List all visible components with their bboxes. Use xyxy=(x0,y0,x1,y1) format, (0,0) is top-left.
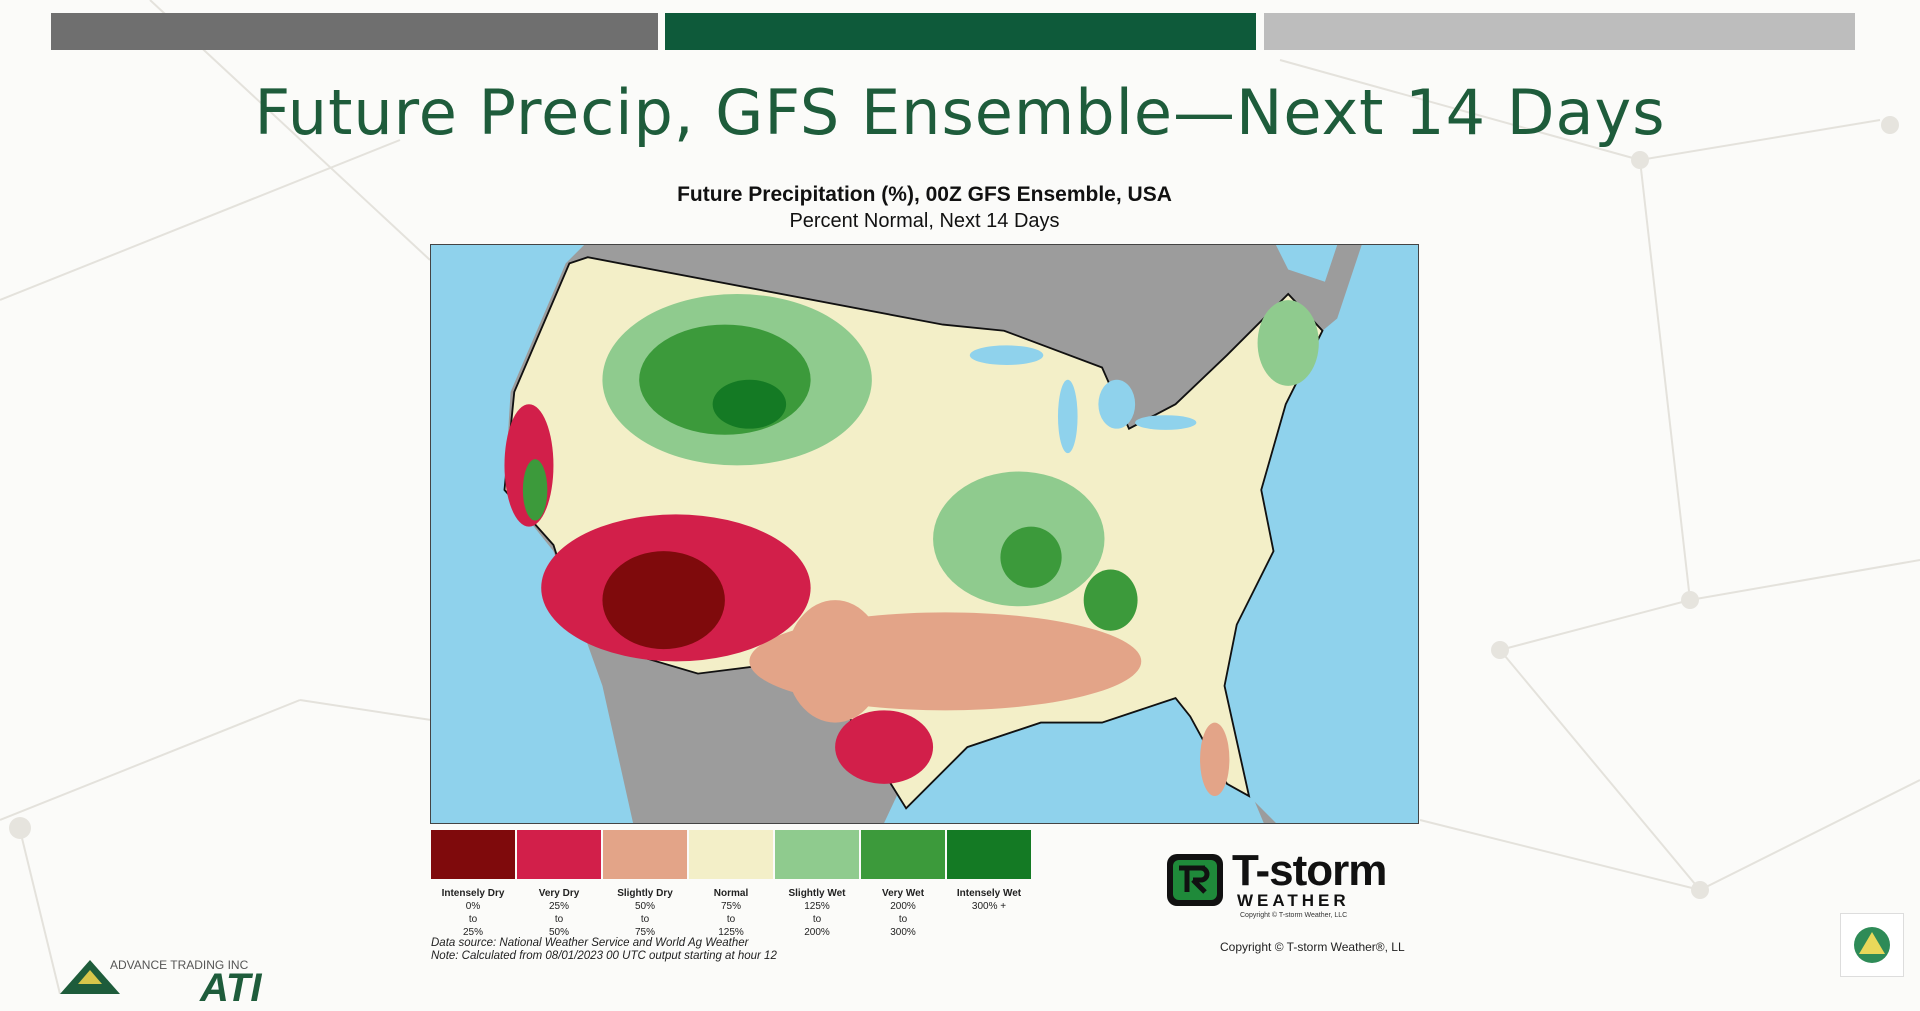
note: Data source: National Weather Service an… xyxy=(431,937,749,949)
legend-swatch xyxy=(861,830,945,879)
precip-map xyxy=(430,244,1419,824)
legend-range: to xyxy=(812,914,822,925)
legend-range: 200% xyxy=(890,901,916,912)
legend-range: 25% xyxy=(548,901,569,912)
legend-label: Normal xyxy=(713,888,749,899)
legend-text: Slightly Dry 50% to 75% xyxy=(603,887,687,939)
legend-label: Slightly Dry xyxy=(617,888,673,899)
legend-range: 125% xyxy=(718,927,744,938)
legend-swatch xyxy=(603,830,687,879)
logo-brand: T-storm xyxy=(1232,846,1387,895)
legend-text: Very Dry 25% to 50% xyxy=(517,887,601,939)
legend-label: Intensely Dry xyxy=(441,888,505,899)
legend-range: to xyxy=(640,914,650,925)
logo-fine: Copyright © T-storm Weather, LLC xyxy=(1240,912,1348,919)
header-bar xyxy=(1264,13,1855,50)
legend-range: 125% xyxy=(804,901,830,912)
map-subtitle: Percent Normal, Next 14 Days xyxy=(789,210,1060,232)
legend-swatch xyxy=(947,830,1031,879)
legend-range: 300% + xyxy=(971,901,1007,912)
gulf-of-mexico xyxy=(884,698,1264,823)
legend-text: Slightly Wet 125% to 200% xyxy=(775,887,859,939)
precip-areas xyxy=(504,293,1319,797)
legend-swatch xyxy=(431,830,515,879)
legend-range: 300% xyxy=(890,927,916,938)
legend-range: to xyxy=(726,914,736,925)
legend-range: 0% xyxy=(465,901,481,912)
legend-text: Intensely Wet 300% + xyxy=(947,887,1031,913)
legend-range: 75% xyxy=(634,927,655,938)
legend-label: Very Wet xyxy=(881,888,925,899)
legend-range: 75% xyxy=(720,901,741,912)
great-lakes xyxy=(969,345,1197,454)
legend-swatch xyxy=(689,830,773,879)
header-bar xyxy=(51,13,658,50)
legend-swatch xyxy=(517,830,601,879)
legend-label: Very Dry xyxy=(538,888,580,899)
logo-sub: WEATHER xyxy=(1237,891,1350,910)
slide-title: Future Precip, GFS Ensemble—Next 14 Days xyxy=(254,76,1666,149)
corner-icon xyxy=(1854,927,1890,963)
map-title: Future Precipitation (%), 00Z GFS Ensemb… xyxy=(677,183,1172,206)
ocean xyxy=(1275,245,1338,282)
tstorm-icon xyxy=(1167,854,1223,906)
company-mark: ATI xyxy=(200,966,262,1010)
ati-icon xyxy=(60,960,120,994)
legend-range: to xyxy=(468,914,478,925)
legend-range: 50% xyxy=(548,927,569,938)
legend-range: to xyxy=(898,914,908,925)
legend-text: Very Wet 200% to 300% xyxy=(861,887,945,939)
legend-label: Intensely Wet xyxy=(956,888,1022,899)
atlantic-ocean xyxy=(1224,245,1418,823)
header-bar xyxy=(665,13,1256,50)
corner-badge[interactable] xyxy=(1840,913,1904,977)
legend-text: Intensely Dry 0% to 25% xyxy=(431,887,515,939)
legend-range: 50% xyxy=(634,901,655,912)
company-name: ADVANCE TRADING INC xyxy=(110,958,249,972)
legend-range: 200% xyxy=(804,927,830,938)
pacific-ocean xyxy=(431,245,634,823)
legend-swatch xyxy=(775,830,859,879)
legend-label: Slightly Wet xyxy=(788,888,846,899)
copyright: Copyright © T-storm Weather®, LL xyxy=(1220,940,1405,954)
legend-range: 25% xyxy=(462,927,483,938)
legend-text: Normal 75% to 125% xyxy=(689,887,773,939)
note: Note: Calculated from 08/01/2023 00 UTC … xyxy=(431,950,777,962)
legend-range: to xyxy=(554,914,564,925)
